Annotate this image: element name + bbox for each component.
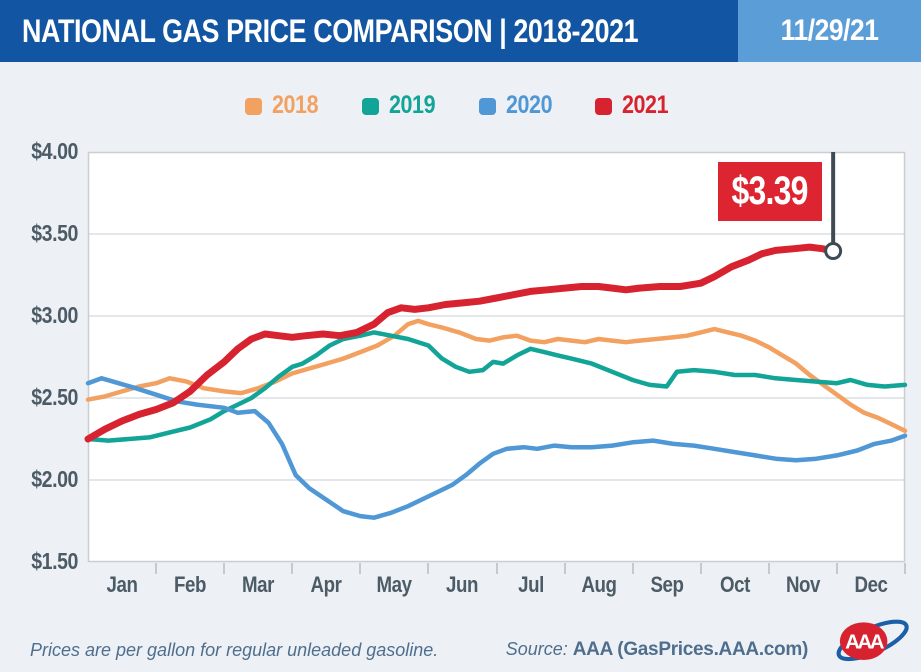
x-axis-tick-2 [223, 563, 226, 574]
x-axis-tick-1 [155, 563, 158, 574]
y-axis-label-$1.50: $1.50 [31, 548, 78, 574]
x-axis-label-Jul: Jul [517, 572, 544, 597]
source-value: AAA (GasPrices.AAA.com) [572, 639, 809, 660]
x-axis-label-Jan: Jan [106, 572, 138, 597]
x-axis-tick-12 [904, 563, 906, 574]
aaa-logo: AAA [836, 619, 909, 662]
date-badge: 11/29/21 [738, 0, 921, 62]
x-axis-label-Oct: Oct [719, 572, 750, 597]
x-axis-tick-9 [699, 563, 702, 574]
aaa-logo-oval [839, 622, 888, 660]
x-axis-tick-4 [359, 563, 362, 574]
x-axis-tick-6 [495, 563, 498, 574]
legend-label-2019: 2019 [388, 90, 436, 119]
x-axis-label-Apr: Apr [310, 572, 342, 597]
x-axis-label-Dec: Dec [854, 572, 888, 597]
x-axis-tick-7 [563, 563, 566, 574]
series-line-2020 [85, 376, 908, 520]
price-callout-value: $3.39 [731, 169, 809, 213]
legend-swatch-2018 [245, 97, 263, 115]
y-axis-label-$3.00: $3.00 [31, 302, 78, 328]
page-title: NATIONAL GAS PRICE COMPARISON | 2018-202… [22, 12, 639, 49]
x-axis-tick-5 [427, 563, 430, 574]
aaa-logo-text: AAA [845, 631, 885, 654]
y-axis-label-$2.50: $2.50 [31, 384, 78, 410]
series-line-2021 [84, 243, 836, 443]
series-line-2018 [85, 318, 908, 434]
y-axis-label-$4.00: $4.00 [31, 138, 78, 164]
x-axis-tick-11 [835, 563, 838, 574]
legend-label-2018: 2018 [272, 90, 319, 119]
x-axis-label-Sep: Sep [650, 572, 684, 597]
footnote: Prices are per gallon for regular unlead… [30, 640, 439, 660]
legend-swatch-2021 [595, 97, 613, 115]
header-bar: NATIONAL GAS PRICE COMPARISON | 2018-202… [0, 0, 738, 62]
date-label: 11/29/21 [780, 14, 879, 47]
y-axis-label-$2.00: $2.00 [31, 466, 78, 492]
legend-label-2020: 2020 [505, 90, 553, 119]
x-axis-tick-8 [631, 563, 634, 574]
x-axis-label-Mar: Mar [242, 572, 275, 597]
source-label: Source: [505, 639, 568, 659]
source-credit: Source: AAA (GasPrices.AAA.com) [505, 639, 809, 661]
endpoint-marker [824, 242, 843, 261]
x-axis-label-May: May [376, 572, 413, 597]
legend-item-2021: 2021 [595, 91, 676, 120]
legend: 2018 2019 2020 2021 [0, 90, 921, 120]
price-callout: $3.39 [718, 162, 822, 221]
plot-border [87, 151, 906, 563]
legend-swatch-2019 [361, 97, 379, 115]
series-line-2019 [85, 330, 908, 443]
x-axis-label-Feb: Feb [174, 572, 207, 597]
y-axis-label-$3.50: $3.50 [31, 220, 78, 246]
legend-item-2018: 2018 [245, 91, 326, 120]
legend-item-2019: 2019 [361, 90, 443, 120]
x-axis-tick-10 [767, 563, 770, 574]
line-chart [84, 151, 908, 563]
x-axis-label-Aug: Aug [581, 572, 617, 597]
x-axis-label-Nov: Nov [785, 572, 820, 597]
x-axis-label-Jun: Jun [446, 572, 479, 597]
legend-label-2021: 2021 [622, 90, 669, 119]
legend-swatch-2020 [478, 97, 496, 115]
legend-item-2020: 2020 [478, 90, 560, 120]
x-axis-tick-3 [291, 563, 294, 574]
